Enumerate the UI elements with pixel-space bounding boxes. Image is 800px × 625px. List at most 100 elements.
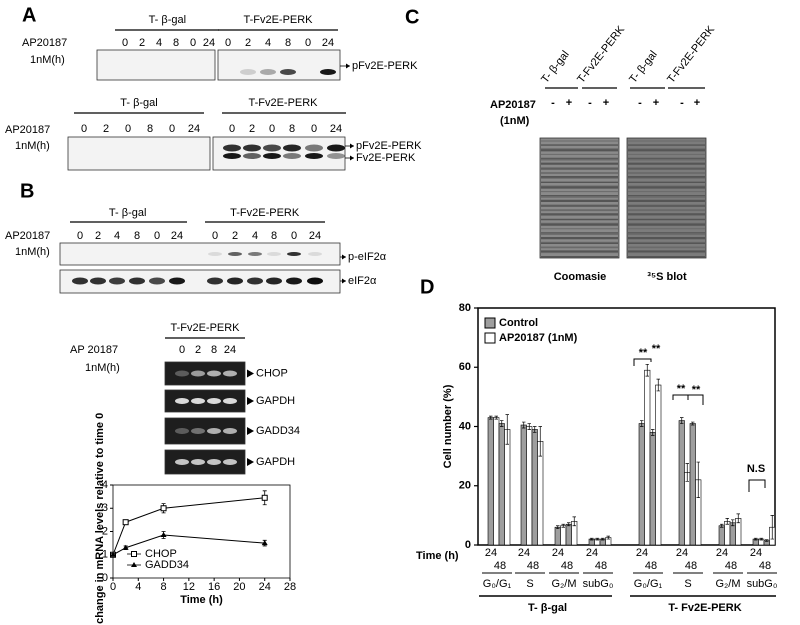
- x-tick-label: 16: [208, 581, 220, 593]
- series-line: [112, 534, 265, 556]
- error-bar: [606, 535, 610, 540]
- treatment-label: 1nM(h): [15, 140, 50, 152]
- bar: [493, 417, 500, 546]
- band-label: eIF2α: [348, 275, 377, 287]
- point: [261, 494, 268, 501]
- error-bar: [754, 537, 758, 541]
- blot: [96, 49, 216, 81]
- band: [191, 398, 205, 404]
- legend-marker: [131, 551, 137, 557]
- y-tick-label: 80: [459, 302, 471, 314]
- group-label: T- β-gal: [149, 14, 187, 26]
- treatment-label: 1nM(h): [85, 362, 120, 374]
- point: [160, 505, 167, 512]
- band: [243, 153, 261, 159]
- error-bar: [561, 523, 565, 528]
- treatment-label: (1nM): [500, 115, 530, 127]
- lane-label: 0: [311, 123, 317, 135]
- blot: [217, 49, 341, 81]
- blot: [59, 269, 341, 294]
- phase-label: G₂/M: [551, 578, 576, 590]
- series-line: [112, 497, 265, 555]
- phase-label: G₀/G₁: [483, 578, 512, 590]
- error-bar: [590, 537, 594, 541]
- band: [223, 398, 237, 404]
- bar: [504, 429, 511, 546]
- band: [207, 277, 223, 285]
- panel-label: B: [20, 180, 34, 202]
- error-bar: [538, 426, 542, 457]
- legend-swatch: [484, 317, 496, 329]
- lane-label: 24: [322, 37, 334, 49]
- bar: [487, 417, 494, 546]
- lane-label: 0: [77, 230, 83, 242]
- phase-label: G₀/G₁: [634, 578, 663, 590]
- lane-label: -: [588, 97, 592, 109]
- bar: [678, 420, 685, 546]
- band: [191, 459, 205, 465]
- error-bar: [759, 537, 763, 541]
- time-tick-label: 48: [725, 560, 737, 572]
- bar: [724, 520, 731, 546]
- band: [260, 69, 276, 75]
- band: [307, 277, 323, 285]
- group-label: T- Fv2E-PERK: [668, 602, 741, 614]
- band: [223, 144, 241, 152]
- bar: [554, 526, 561, 546]
- lane-label: 0: [212, 230, 218, 242]
- band: [286, 277, 302, 285]
- lane-label: 24: [188, 123, 200, 135]
- bar: [531, 429, 538, 546]
- lane-label: 0: [125, 123, 131, 135]
- error-bar: [567, 522, 571, 527]
- lane-label: +: [694, 97, 700, 109]
- lane-label: 24: [171, 230, 183, 242]
- group-label: T-Fv2E-PERK: [665, 23, 717, 85]
- bar: [689, 423, 696, 546]
- error-bar: [533, 426, 537, 433]
- group-label: T- β-gal: [627, 49, 660, 86]
- arrow: [342, 278, 346, 284]
- band: [283, 144, 301, 152]
- band: [305, 153, 323, 159]
- x-tick-label: 4: [135, 581, 141, 593]
- group-label: T- β-gal: [528, 602, 567, 614]
- time-tick-label: 24: [676, 547, 688, 559]
- y-tick-label: 40: [459, 420, 471, 432]
- time-tick-label: 48: [561, 560, 573, 572]
- group-label: T-Fv2E-PERK: [248, 97, 318, 109]
- band: [207, 428, 221, 434]
- band-label: p-eIF2α: [348, 251, 387, 263]
- error-bar: [572, 516, 576, 527]
- lane-label: 8: [147, 123, 153, 135]
- group-label: T-Fv2E-PERK: [243, 14, 313, 26]
- error-bar: [500, 420, 504, 427]
- error-bar: [522, 421, 526, 429]
- legend-label: CHOP: [145, 548, 177, 560]
- bar: [520, 424, 527, 546]
- time-tick-label: 48: [685, 560, 697, 572]
- band-label: Fv2E-PERK: [356, 152, 416, 164]
- error-bar: [494, 415, 498, 420]
- bar: [718, 525, 725, 546]
- error-bar: [601, 537, 605, 541]
- arrow: [247, 427, 254, 435]
- legend-label: GADD34: [145, 559, 189, 571]
- lane-label: 2: [249, 123, 255, 135]
- lane-label: 2: [103, 123, 109, 135]
- annotation: **: [692, 384, 701, 396]
- treatment-label: AP20187: [5, 124, 50, 136]
- legend-label: AP20187 (1nM): [499, 332, 578, 344]
- blot-label: ³⁵S blot: [647, 271, 687, 283]
- time-tick-label: 48: [494, 560, 506, 572]
- lane-label: 2: [139, 37, 145, 49]
- point: [122, 544, 129, 550]
- phase-label: G₂/M: [715, 578, 740, 590]
- x-tick-label: 28: [284, 581, 296, 593]
- lane-label: 8: [134, 230, 140, 242]
- treatment-label: 1nM(h): [15, 246, 50, 258]
- arrow: [346, 63, 350, 69]
- y-tick-label: 1: [102, 549, 108, 561]
- band-label: CHOP: [256, 367, 288, 379]
- band: [305, 144, 323, 152]
